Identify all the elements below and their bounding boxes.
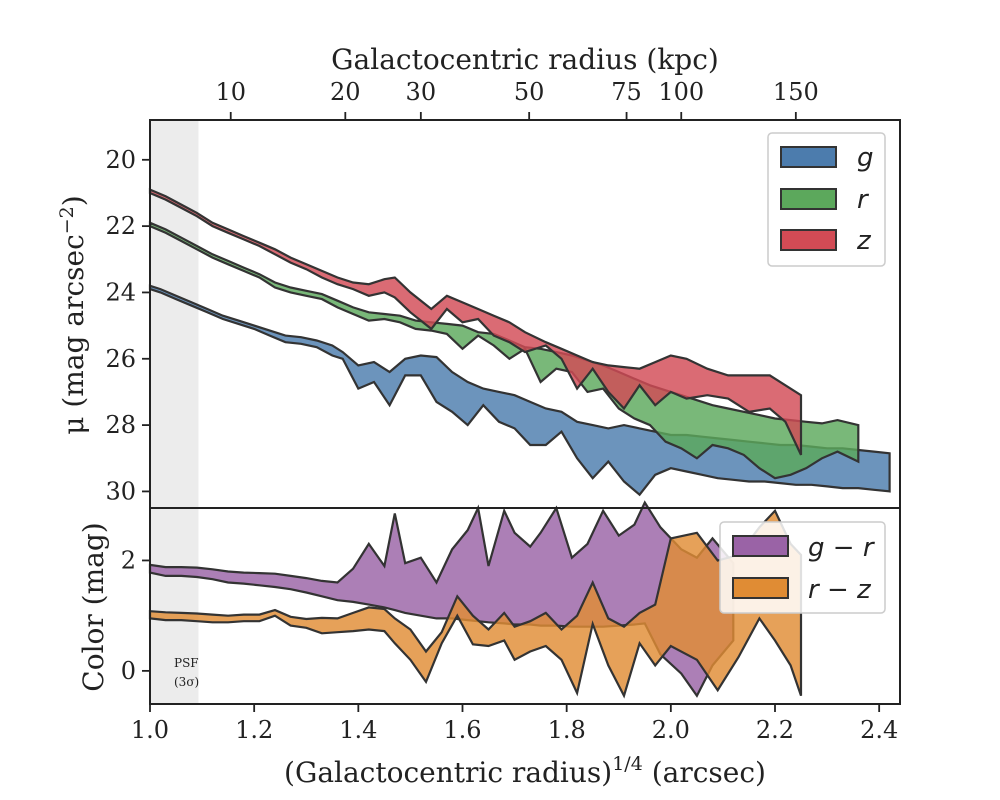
y-tick-label-bottom: 2 — [121, 546, 136, 574]
x-tick-label: 1.2 — [235, 716, 273, 744]
legend-label-r-minus-z: r − z — [808, 575, 872, 605]
top-legend: g r z — [767, 132, 886, 267]
top-band-r — [148, 221, 860, 480]
legend-swatch-g-minus-r — [732, 535, 789, 557]
y-tick-label-bottom: 0 — [121, 657, 136, 685]
x-tick-label: 1.8 — [548, 716, 586, 744]
top-axis-title: Galactocentric radius (kpc) — [331, 43, 719, 76]
legend-label-z: z — [856, 226, 872, 256]
y-tick-label-top: 22 — [105, 212, 136, 240]
bottom-x-axis-title: (Galactocentric radius)1/4 (arcsec) — [284, 753, 766, 789]
bottom-band-rz — [148, 508, 803, 699]
kpc-tick-label: 75 — [611, 78, 642, 106]
kpc-tick-label: 10 — [215, 78, 246, 106]
y-tick-label-top: 28 — [105, 411, 136, 439]
legend-swatch-g — [780, 146, 837, 168]
kpc-tick-label: 100 — [658, 78, 704, 106]
psf-sigma-label: (3σ) — [174, 675, 199, 689]
x-tick-label: 2.4 — [860, 716, 898, 744]
psf-region-bottom — [150, 508, 199, 704]
x-tick-label: 2.2 — [756, 716, 794, 744]
legend-swatch-r-minus-z — [732, 577, 789, 599]
bottom-panel-bands — [148, 500, 803, 699]
axis-ticks: 20 22 24 26 28 30 10 20 30 50 75 100 150 0 2 1.0 1.2 1.4 1… — [105, 78, 898, 744]
bottom-band-gr — [148, 500, 735, 698]
x-tick-label: 1.4 — [339, 716, 377, 744]
legend-swatch-z — [780, 229, 837, 251]
legend-label-r: r — [857, 185, 870, 215]
bottom-panel-frame — [149, 507, 901, 705]
x-tick-label: 1.6 — [443, 716, 481, 744]
kpc-tick-label: 20 — [330, 78, 361, 106]
kpc-tick-label: 50 — [514, 78, 545, 106]
legend-label-g-minus-r: g − r — [808, 533, 876, 563]
kpc-tick-label: 150 — [773, 78, 819, 106]
bottom-legend: g − r r − z — [719, 521, 886, 614]
top-y-axis-title: μ (mag arcsec−2) — [56, 195, 90, 434]
y-tick-label-top: 20 — [105, 146, 136, 174]
psf-label: PSF — [174, 656, 199, 670]
bottom-y-axis-title: Color (mag) — [77, 522, 110, 691]
legend-swatch-r — [780, 188, 837, 210]
x-tick-label: 1.0 — [131, 716, 169, 744]
x-tick-label: 2.0 — [652, 716, 690, 744]
top-band-z — [148, 187, 803, 456]
y-tick-label-top: 30 — [105, 477, 136, 505]
psf-region-top — [150, 120, 199, 508]
y-tick-label-top: 26 — [105, 345, 136, 373]
top-panel-bands — [148, 187, 891, 497]
kpc-tick-label: 30 — [406, 78, 437, 106]
y-tick-label-top: 24 — [105, 278, 136, 306]
legend-label-g: g — [857, 143, 874, 173]
